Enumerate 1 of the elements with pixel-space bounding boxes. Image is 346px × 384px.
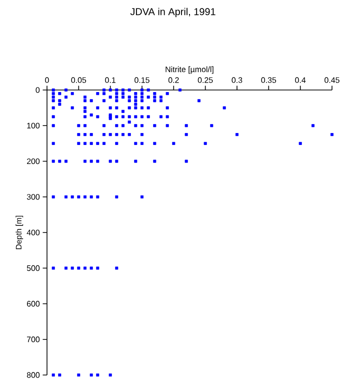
chart-title: JDVA in April, 1991 [130,8,216,18]
